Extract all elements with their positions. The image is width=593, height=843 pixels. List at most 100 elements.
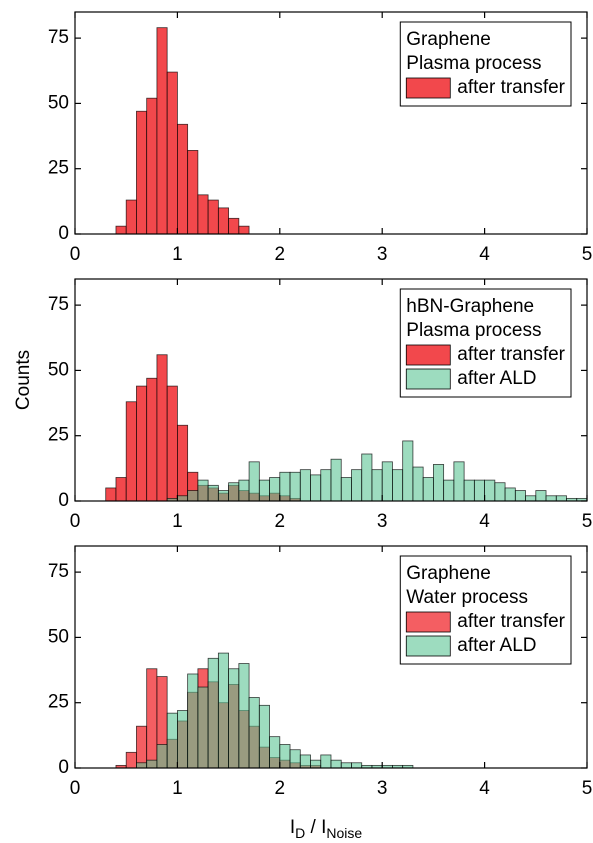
bar: [289, 471, 301, 502]
y-tick-label: 75: [48, 27, 69, 48]
bar: [289, 749, 301, 769]
legend-label: after ALD: [457, 368, 536, 389]
bar: [453, 461, 465, 502]
bar: [146, 759, 158, 769]
bar: [115, 477, 127, 502]
bar: [320, 469, 332, 502]
bar: [504, 487, 516, 502]
bar: [238, 225, 250, 235]
x-axis-label-subscript: Noise: [326, 825, 362, 841]
bar: [330, 458, 342, 502]
legend-swatch: [405, 368, 451, 390]
bar: [279, 471, 291, 502]
bar: [176, 424, 189, 502]
legend-label: after transfer: [457, 611, 565, 632]
bar: [156, 744, 168, 769]
bar: [207, 484, 219, 502]
x-tick-label: 1: [172, 511, 183, 532]
bar: [238, 663, 250, 769]
bar: [248, 461, 260, 502]
x-tick-label: 0: [70, 511, 81, 532]
bar: [125, 199, 137, 235]
bar: [176, 495, 189, 502]
x-tick-label: 4: [479, 778, 490, 799]
bar: [351, 762, 363, 769]
bar: [402, 440, 414, 502]
x-axis-label-part: / I: [305, 817, 326, 838]
y-tick-label: 0: [58, 757, 69, 778]
bar: [176, 710, 189, 769]
bar: [351, 469, 363, 502]
y-axis-label: Counts: [13, 350, 34, 410]
y-tick-label: 25: [48, 425, 69, 446]
bar: [207, 199, 219, 235]
x-tick-label: 5: [582, 778, 593, 799]
plot-frame: [74, 11, 588, 235]
legend-swatch: [405, 611, 451, 633]
bar: [197, 194, 209, 235]
bar: [412, 466, 424, 502]
bar: [525, 495, 537, 502]
bar: [330, 759, 342, 769]
legend-title: Plasma process: [406, 53, 541, 74]
legend-title: Plasma process: [406, 320, 541, 341]
bar: [228, 482, 240, 502]
bar: [217, 207, 230, 235]
legend-swatch: [405, 344, 451, 366]
bar: [422, 477, 434, 502]
bar: [146, 377, 158, 502]
bar: [136, 725, 148, 769]
x-axis-label-part: I: [290, 817, 295, 838]
plot-frame: [74, 545, 588, 769]
bar: [187, 150, 199, 235]
legend-title: hBN-Graphene: [406, 296, 534, 317]
bar: [269, 477, 281, 502]
bar: [125, 401, 137, 502]
legend-swatch: [405, 77, 451, 99]
bar: [238, 479, 250, 502]
y-tick-label: 25: [48, 692, 69, 713]
x-tick-label: 0: [70, 244, 81, 265]
bar: [228, 668, 240, 769]
bar: [545, 495, 557, 502]
bar: [484, 479, 496, 502]
bar: [166, 71, 178, 235]
x-tick-label: 2: [275, 511, 286, 532]
x-tick-label: 2: [275, 244, 286, 265]
bar: [166, 712, 178, 769]
bar: [115, 225, 127, 235]
x-tick-label: 4: [479, 511, 490, 532]
legend-title: Graphene: [406, 563, 491, 584]
bar: [555, 495, 567, 502]
y-tick-label: 75: [48, 294, 69, 315]
bar: [125, 751, 137, 769]
plot-frame: [74, 278, 588, 502]
x-tick-label: 3: [377, 244, 388, 265]
bar: [443, 479, 455, 502]
y-tick-label: 50: [48, 359, 69, 380]
legend: Graphene Water process after transfer after…: [399, 555, 572, 665]
x-tick-label: 3: [377, 511, 388, 532]
bar: [340, 762, 352, 769]
bar: [381, 461, 393, 502]
bar: [269, 736, 281, 769]
bar: [136, 385, 148, 502]
bar: [156, 354, 168, 502]
bar: [156, 27, 168, 235]
bar: [217, 652, 230, 769]
bar: [299, 754, 311, 769]
x-tick-label: 1: [172, 778, 183, 799]
bar: [207, 657, 219, 769]
y-tick-label: 75: [48, 561, 69, 582]
x-axis-label: ID / INoise: [290, 817, 363, 841]
bar: [146, 97, 158, 235]
bar: [176, 123, 189, 235]
y-tick-label: 25: [48, 158, 69, 179]
x-tick-label: 2: [275, 778, 286, 799]
y-tick-label: 0: [58, 223, 69, 244]
legend-swatch: [405, 635, 451, 657]
bar: [473, 479, 485, 502]
bar: [146, 668, 158, 769]
